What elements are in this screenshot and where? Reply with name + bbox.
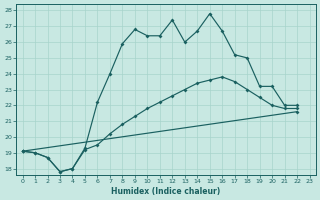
X-axis label: Humidex (Indice chaleur): Humidex (Indice chaleur) xyxy=(111,187,221,196)
